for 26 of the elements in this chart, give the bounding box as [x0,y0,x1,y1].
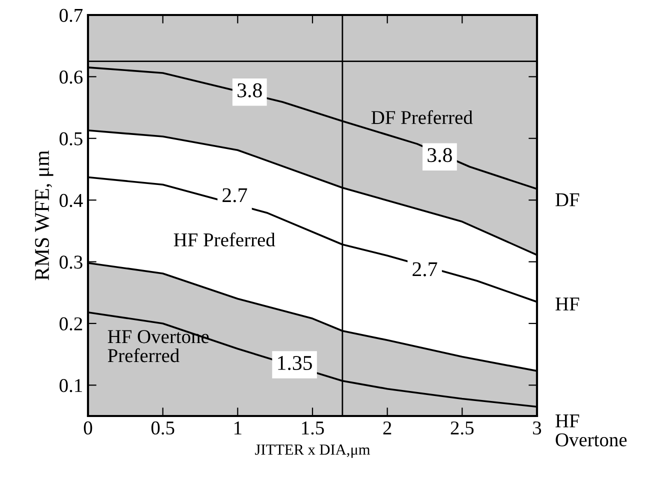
y-tick-label: 0.2 [60,317,82,330]
annotation: DF Preferred [371,110,473,124]
x-tick-label: 1 [234,422,242,434]
annotation: HF Preferred [174,232,276,246]
y-tick-label: 0.3 [60,256,82,269]
x-tick-label: 2.5 [450,421,474,435]
annotation: 1.35 [278,356,312,370]
y-tick-label: 0.6 [60,70,83,84]
x-tick-label: 1.5 [302,422,324,435]
x-tick-label: 2 [383,421,392,434]
x-tick-label: 0.5 [151,421,174,435]
annotation: 2.7 [412,262,438,276]
x-tick-label: 0 [84,421,92,435]
text: HF [556,298,580,310]
text: DF [556,193,580,206]
y-axis-title: RMS WFE, μm [35,150,54,280]
annotation: 2.7 [222,188,248,202]
y-tick-label: 0.7 [60,8,83,22]
text: HF Overtone [556,414,627,446]
annotation: 3.8 [428,148,452,162]
y-tick-label: 0.1 [60,378,82,392]
x-tick-label: 3 [533,421,542,435]
y-tick-label: 0.5 [60,132,82,146]
x-axis-title: JITTER x DIA,μm [255,444,370,458]
y-tick-label: 0.4 [60,194,83,208]
annotation: 3.8 [238,83,262,98]
